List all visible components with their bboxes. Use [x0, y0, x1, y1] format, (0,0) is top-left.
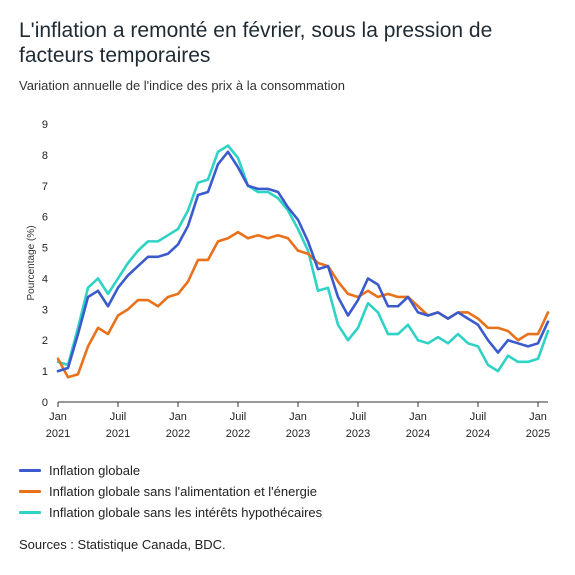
x-tick-label: Jan — [529, 411, 547, 423]
y-tick-label: 9 — [42, 119, 48, 131]
x-tick-label: Jan — [49, 411, 67, 423]
y-tick-label: 7 — [42, 181, 48, 193]
x-tick-label: Juil — [230, 411, 247, 423]
y-tick-label: 3 — [42, 304, 48, 316]
x-tick-label: Juil — [350, 411, 367, 423]
x-tick-year-label: 2021 — [106, 428, 130, 440]
y-tick-label: 4 — [42, 273, 48, 285]
y-tick-label: 5 — [42, 243, 48, 255]
x-tick-label: Juil — [470, 411, 487, 423]
legend: Inflation globale Inflation globale sans… — [19, 460, 322, 523]
y-tick-label: 0 — [42, 397, 48, 409]
legend-swatch — [19, 469, 41, 472]
legend-label: Inflation globale sans l'alimentation et… — [49, 484, 318, 499]
legend-item: Inflation globale sans l'alimentation et… — [19, 481, 322, 502]
chart-title: L'inflation a remonté en février, sous l… — [19, 19, 493, 67]
series-line — [56, 144, 550, 373]
legend-swatch — [19, 511, 41, 514]
x-tick-label: Jan — [409, 411, 427, 423]
y-tick-label: 1 — [42, 366, 48, 378]
x-tick-label: Juil — [110, 411, 127, 423]
series-line — [56, 150, 550, 373]
x-tick-label: Jan — [169, 411, 187, 423]
y-axis-title: Pourcentage (%) — [26, 225, 37, 300]
legend-swatch — [19, 490, 41, 493]
legend-label: Inflation globale sans les intérêts hypo… — [49, 505, 323, 520]
x-tick-year-label: 2021 — [46, 428, 70, 440]
x-tick-year-label: 2025 — [526, 428, 550, 440]
x-tick-year-label: 2024 — [466, 428, 490, 440]
x-tick-year-label: 2022 — [166, 428, 190, 440]
chart-subtitle: Variation annuelle de l'indice des prix … — [19, 78, 345, 93]
series-line — [56, 230, 550, 379]
y-tick-label: 8 — [42, 150, 48, 162]
x-tick-year-label: 2023 — [346, 428, 370, 440]
source-note: Sources : Statistique Canada, BDC. — [19, 537, 226, 552]
y-tick-label: 6 — [42, 212, 48, 224]
legend-label: Inflation globale — [49, 463, 141, 478]
legend-item: Inflation globale sans les intérêts hypo… — [19, 502, 322, 523]
x-tick-year-label: 2024 — [406, 428, 430, 440]
y-tick-label: 2 — [42, 335, 48, 347]
x-tick-year-label: 2022 — [226, 428, 250, 440]
x-tick-label: Jan — [289, 411, 307, 423]
legend-item: Inflation globale — [19, 460, 322, 481]
x-tick-year-label: 2023 — [286, 428, 310, 440]
